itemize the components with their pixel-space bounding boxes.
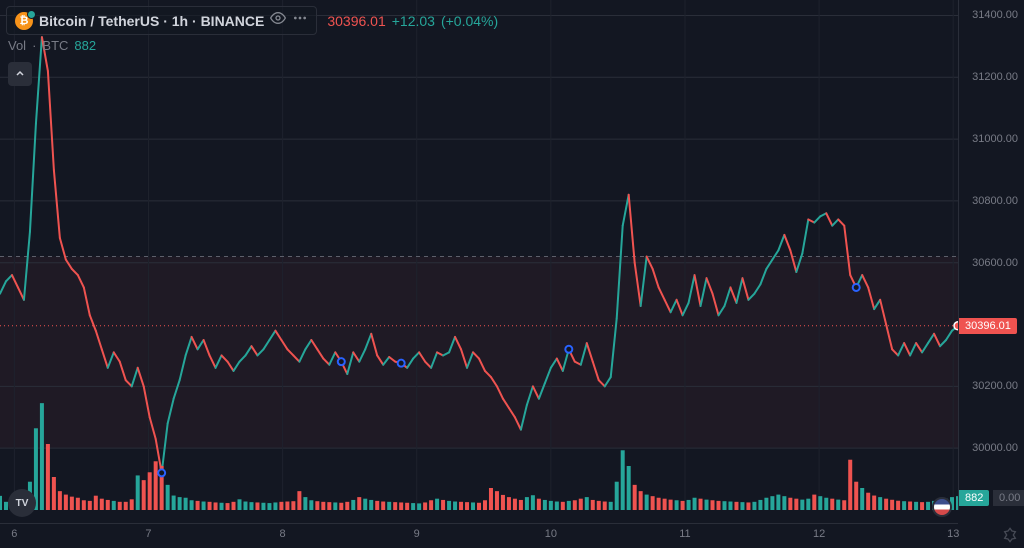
chart-container: 31400.00 31200.00 31000.00 30800.00 30600.00… <box>0 0 1024 547</box>
y-axis-tick: 30200.00 <box>972 380 1018 392</box>
y-axis-tick: 30600.00 <box>972 257 1018 269</box>
economic-calendar-icon[interactable] <box>932 497 952 517</box>
x-axis-tick: 6 <box>11 528 17 540</box>
collapse-button[interactable] <box>8 62 32 86</box>
header-bar: ₿ Bitcoin / TetherUS · 1h · BINANCE 3039… <box>6 6 498 35</box>
last-price: 30396.01 <box>327 13 385 29</box>
y-axis-tick: 30000.00 <box>972 442 1018 454</box>
x-axis-tick: 9 <box>414 528 420 540</box>
chart-area[interactable] <box>0 0 958 510</box>
bitcoin-icon: ₿ <box>15 12 33 30</box>
x-axis-tick: 10 <box>545 528 557 540</box>
markers-layer <box>0 0 958 510</box>
symbol-text: Bitcoin / TetherUS · 1h · BINANCE <box>39 13 264 29</box>
volume-value: 882 <box>74 38 96 53</box>
current-price-tag: 30396.01 <box>959 318 1017 334</box>
y-axis-tick: 31400.00 <box>972 9 1018 21</box>
volume-indicator-row[interactable]: Vol · BTC 882 <box>8 38 96 53</box>
x-axis-tick: 13 <box>947 528 959 540</box>
volume-unit: BTC <box>42 38 68 53</box>
x-axis-tick: 12 <box>813 528 825 540</box>
change-absolute: +12.03 <box>392 13 435 29</box>
x-axis-tick: 8 <box>280 528 286 540</box>
x-axis[interactable]: 6 7 8 9 10 11 12 13 <box>0 523 958 547</box>
change-percent: (+0.04%) <box>441 13 498 29</box>
x-axis-tick: 7 <box>145 528 151 540</box>
volume-label: Vol <box>8 38 26 53</box>
y-axis-tick: 31200.00 <box>972 71 1018 83</box>
x-axis-tick: 11 <box>679 528 690 540</box>
y-axis-tick: 30800.00 <box>972 195 1018 207</box>
y-axis[interactable]: 31400.00 31200.00 31000.00 30800.00 30600.00… <box>958 0 1024 510</box>
symbol-badge[interactable]: ₿ Bitcoin / TetherUS · 1h · BINANCE <box>6 6 317 35</box>
settings-icon[interactable] <box>1002 527 1018 543</box>
price-summary: 30396.01 +12.03 (+0.04%) <box>327 13 498 29</box>
visibility-icon[interactable] <box>270 10 286 31</box>
volume-value-tag: 882 <box>959 490 989 506</box>
more-icon[interactable] <box>292 10 308 31</box>
tradingview-logo[interactable]: TV <box>8 489 36 517</box>
y-axis-tick: 31000.00 <box>972 133 1018 145</box>
zero-tag: 0.00 <box>993 490 1024 506</box>
